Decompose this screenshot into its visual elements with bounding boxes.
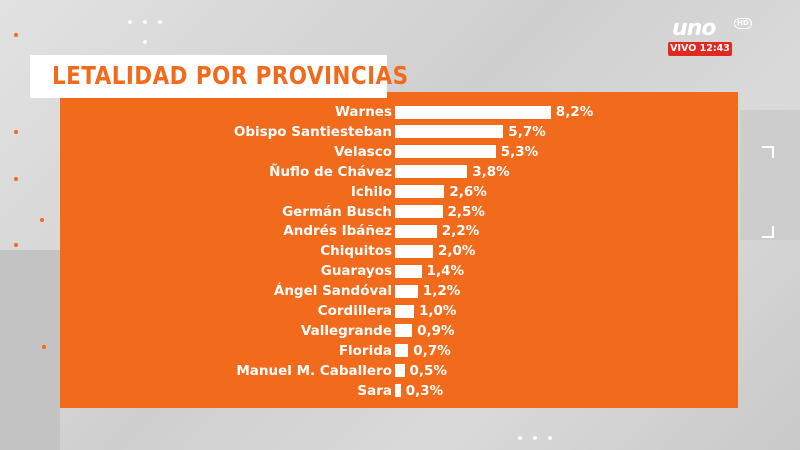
bar-value-label: 0,5% [409, 362, 447, 379]
category-label: Ichilo [350, 183, 392, 200]
bar-value-label: 0,3% [405, 382, 444, 399]
bar [395, 264, 422, 278]
background-shape-right [740, 110, 800, 240]
title-card [30, 55, 387, 98]
decor-dot [548, 436, 552, 440]
decor-dot [14, 243, 18, 247]
decor-dot [158, 20, 162, 24]
category-label: Warnes [335, 104, 392, 120]
category-label: Ñuflo de Chávez [269, 163, 392, 180]
category-label: Guarayos [320, 263, 392, 280]
category-label: Manuel M. Caballero [236, 362, 392, 379]
category-label: Sara [357, 382, 392, 399]
decor-dot [14, 33, 18, 37]
bar-value-label: 0,7% [413, 342, 451, 359]
bar-value-label: 2,5% [447, 203, 485, 220]
bar [395, 105, 551, 119]
bar [395, 324, 413, 338]
bar [395, 125, 504, 139]
decor-dot [128, 20, 132, 24]
bar [395, 165, 468, 179]
bar [395, 364, 405, 378]
bar-value-label: 5,3% [500, 143, 539, 160]
chart-title: LETALIDAD POR PROVINCIAS [52, 61, 409, 90]
decor-corner [762, 226, 774, 238]
decor-dot [40, 218, 44, 222]
category-label: Germán Busch [282, 203, 392, 220]
bar-value-label: 3,8% [472, 163, 510, 180]
bar [395, 344, 409, 358]
bar-value-label: 1,0% [419, 303, 457, 319]
bar-value-label: 0,9% [417, 322, 455, 339]
live-badge: VIVO 12:43 [668, 42, 732, 56]
decor-dot [14, 177, 18, 181]
decor-dot [143, 20, 147, 24]
bar [395, 384, 401, 398]
decor-dot [42, 345, 46, 349]
bar-value-label: 8,2% [555, 104, 594, 120]
bar [395, 244, 433, 258]
category-label: Cordillera [317, 303, 392, 319]
bar-value-label: 5,7% [508, 123, 546, 140]
bar [395, 185, 445, 199]
background-shape-left [0, 250, 60, 450]
decor-corner [762, 146, 774, 158]
bar [395, 205, 443, 218]
decor-dot [143, 40, 147, 44]
category-label: Andrés Ibáñez [283, 223, 392, 240]
bar-value-label: 1,2% [422, 283, 461, 300]
category-label: Obispo Santiesteban [233, 123, 392, 140]
decor-dot [14, 130, 18, 134]
bar [395, 145, 496, 159]
category-label: Ángel Sandóval [273, 283, 392, 300]
category-label: Florida [338, 342, 392, 359]
channel-logo: uno [672, 16, 716, 41]
bar [395, 284, 418, 298]
category-label: Velasco [334, 143, 392, 160]
decor-dot [533, 436, 537, 440]
hd-badge: HD [734, 18, 752, 29]
category-label: Vallegrande [300, 322, 392, 339]
category-label: Chiquitos [320, 243, 392, 260]
bar-value-label: 2,6% [449, 183, 487, 200]
bar [395, 304, 414, 318]
bar-value-label: 2,0% [438, 243, 476, 260]
bar-value-label: 2,2% [441, 223, 480, 240]
bar [395, 224, 437, 238]
bar-value-label: 1,4% [426, 263, 465, 280]
decor-dot [518, 436, 522, 440]
